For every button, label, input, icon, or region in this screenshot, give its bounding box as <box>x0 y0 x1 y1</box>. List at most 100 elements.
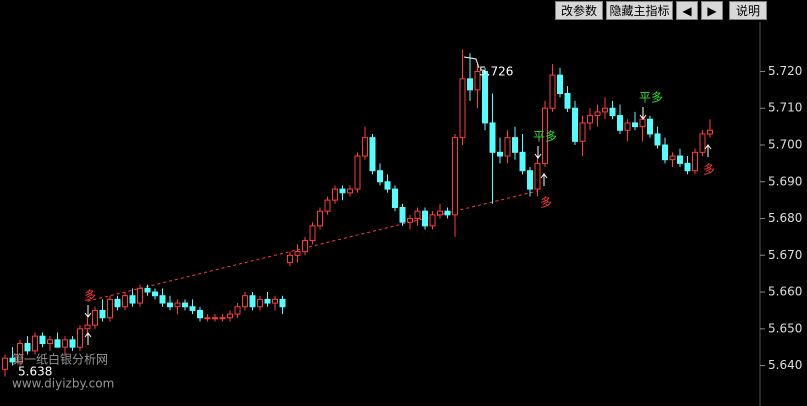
candle-body <box>62 339 68 348</box>
candle-body <box>249 295 256 308</box>
candle-body <box>639 118 646 128</box>
prev-button[interactable]: ◀ <box>676 1 698 20</box>
candle-body <box>654 133 661 146</box>
candle-body <box>497 151 503 157</box>
candle-body <box>2 357 8 370</box>
candle-body <box>624 122 631 131</box>
candle-body <box>264 298 271 304</box>
candle-body <box>129 295 136 304</box>
y-tick-label: 5.690 <box>768 174 802 188</box>
candle-body <box>602 107 608 113</box>
signal-arrow <box>704 144 712 157</box>
candle-body <box>444 210 451 216</box>
candle-body <box>204 317 211 320</box>
next-button[interactable]: ▶ <box>701 1 723 20</box>
candle-body <box>489 122 496 153</box>
annotation: 5.638 <box>18 365 52 379</box>
candle-body <box>242 295 248 308</box>
watermark: 第一纸白银分析网 <box>12 352 108 367</box>
y-tick-label: 5.660 <box>768 285 802 299</box>
candle-body <box>197 309 203 319</box>
candle-body <box>527 170 533 190</box>
button[interactable]: 改参数 <box>555 1 603 20</box>
candle-body <box>227 313 233 319</box>
candle-body <box>579 122 586 142</box>
candle-body <box>564 93 571 109</box>
candle-body <box>407 218 413 223</box>
candle-body <box>32 335 38 352</box>
candle-body <box>399 206 406 223</box>
candle-body <box>84 324 91 330</box>
candle-body <box>459 78 466 139</box>
candle-body <box>137 287 143 304</box>
candle-body <box>377 170 383 183</box>
candle-body <box>647 118 653 135</box>
candle-body <box>24 343 31 352</box>
candle-body <box>99 309 106 319</box>
y-tick-label: 5.700 <box>768 137 802 151</box>
candle-body <box>504 137 511 157</box>
button[interactable]: 说明 <box>729 1 767 20</box>
candle-body <box>234 306 241 315</box>
candle-body <box>144 287 151 293</box>
y-tick-label: 5.670 <box>768 248 802 262</box>
y-tick-label: 5.680 <box>768 211 802 225</box>
candle-body <box>437 210 443 216</box>
candle-body <box>467 78 473 91</box>
annotation: 多 <box>703 163 715 177</box>
annotation: 多 <box>540 196 552 210</box>
signal-arrow <box>540 173 548 186</box>
candle-body <box>174 302 181 308</box>
candle-body <box>557 74 563 95</box>
candle-body <box>669 155 676 161</box>
watermark: www.diyizby.com <box>12 377 114 391</box>
candle-body <box>632 122 638 128</box>
candle-body <box>69 339 76 348</box>
candle-body <box>662 144 668 161</box>
candle-body <box>572 107 578 142</box>
candle-body <box>707 129 713 135</box>
trend-line <box>87 190 538 302</box>
candle-body <box>384 181 391 190</box>
candle-body <box>279 298 286 308</box>
candle-body <box>309 225 316 242</box>
candle-body <box>594 111 601 117</box>
candle-body <box>452 137 458 216</box>
candle-body <box>549 74 556 109</box>
signal-arrow <box>84 332 92 345</box>
candle-body <box>54 339 61 348</box>
y-tick-label: 5.720 <box>768 64 802 78</box>
annotation: 5.726 <box>479 65 513 79</box>
high-pointer <box>463 56 480 69</box>
candle-body <box>122 295 128 308</box>
candle-body <box>167 302 173 308</box>
candle-body <box>152 291 158 297</box>
signal-arrow <box>639 107 647 120</box>
candle-body <box>692 151 698 172</box>
annotation: 多 <box>84 289 96 303</box>
y-tick-label: 5.640 <box>768 358 802 372</box>
y-tick-label: 5.710 <box>768 101 802 115</box>
candle-body <box>317 210 323 227</box>
candle-body <box>414 210 421 220</box>
candle-body <box>482 70 488 124</box>
candle-body <box>302 240 308 253</box>
candle-body <box>699 133 706 153</box>
candle-body <box>324 199 331 212</box>
signal-arrow <box>84 305 92 318</box>
candle-body <box>422 210 428 227</box>
candle-body <box>287 254 293 264</box>
candle-body <box>39 335 46 345</box>
candle-body <box>159 295 166 304</box>
candle-body <box>347 188 353 194</box>
candle-body <box>77 328 83 348</box>
annotation: 平多 <box>639 91 663 105</box>
candle-body <box>92 309 98 326</box>
candle-body <box>429 214 436 227</box>
candle-body <box>272 298 278 304</box>
candle-body <box>212 317 218 320</box>
candle-body <box>534 162 541 190</box>
button[interactable]: 隐藏主指标 <box>606 1 673 20</box>
y-tick-label: 5.650 <box>768 321 802 335</box>
